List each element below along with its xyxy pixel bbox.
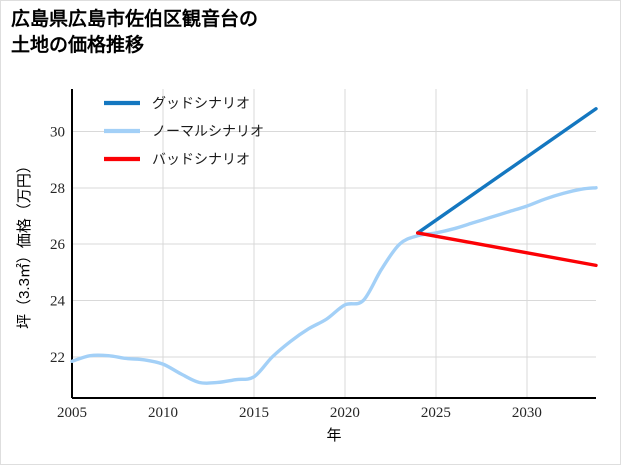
x-axis-tick-labels: 2005 2010 2015 2020 2025 2030 <box>57 405 542 421</box>
x-tick-label: 2005 <box>57 405 87 421</box>
x-tick-label: 2015 <box>239 405 269 421</box>
x-tick-label: 2030 <box>512 405 542 421</box>
legend-label: ノーマルシナリオ <box>152 125 264 140</box>
y-axis-title: 坪（3.3㎡）価格（万円） <box>16 158 33 329</box>
series-line <box>415 231 598 268</box>
legend-label: グッドシナリオ <box>152 96 250 112</box>
y-tick-label: 24 <box>50 294 66 310</box>
y-tick-label: 30 <box>50 124 65 140</box>
data-series-group <box>70 107 598 385</box>
x-tick-label: 2025 <box>421 405 451 421</box>
legend-label: バッドシナリオ <box>152 153 250 168</box>
axis-spines-group <box>70 89 596 400</box>
y-tick-label: 28 <box>50 181 65 197</box>
x-tick-label: 2020 <box>330 405 360 421</box>
series-line <box>70 186 598 385</box>
y-tick-label: 22 <box>50 350 65 366</box>
series-line <box>415 107 598 235</box>
gridlines-group <box>71 89 596 398</box>
page-title: 広島県広島市佐伯区観音台の 土地の価格推移 <box>11 9 259 56</box>
x-axis-title: 年 <box>326 427 341 444</box>
y-axis-tick-labels: 22 24 26 28 30 <box>50 124 66 366</box>
y-tick-label: 26 <box>50 237 66 253</box>
x-tick-label: 2010 <box>148 405 178 421</box>
